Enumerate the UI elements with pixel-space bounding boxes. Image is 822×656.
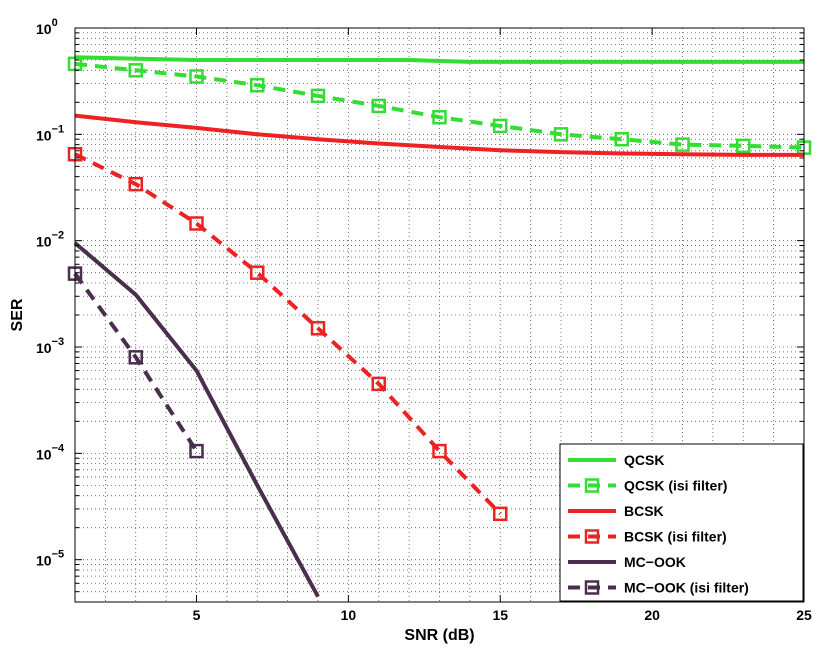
series-marker [250,265,265,280]
series-marker [493,118,508,134]
series-marker [675,137,690,152]
series-marker [736,138,751,154]
y-tick-label: 10−5 [36,549,64,569]
legend-swatch-marker [584,580,600,595]
series-marker [614,131,629,147]
series-marker [432,109,447,125]
series-marker [310,321,326,336]
y-tick-label: 100 [36,17,58,37]
series-marker [432,443,447,459]
legend: QCSK QCSK (isi filter) BCSK BCSK (isi filte… [559,443,804,602]
series-marker [310,88,326,104]
series-line [74,113,804,157]
series-marker [553,127,569,142]
x-tick-label: 25 [796,607,812,623]
legend-box [559,443,804,602]
series-line [74,55,804,64]
legend-label: MC−OOK [624,554,686,570]
series-marker [189,443,204,459]
series-marker [128,63,143,78]
x-axis-label: SNR (dB) [404,627,474,644]
legend-label: QCSK [624,452,664,468]
y-tick-labels: 10−5 10−4 10−3 10−2 10−1 100 [36,17,65,569]
y-tick-label: 10−3 [36,336,64,356]
series-line [73,241,320,598]
series-marker [493,506,508,522]
x-tick-label: 20 [644,607,660,623]
legend-label: BCSK [624,503,664,519]
legend-swatch-marker [584,478,600,493]
series-marker [189,216,204,231]
series-marker [371,98,386,114]
legend-label: MC−OOK (isi filter) [624,580,749,596]
legend-swatch-marker [584,529,600,544]
legend-label: BCSK (isi filter) [624,529,727,545]
x-tick-label: 10 [341,607,357,623]
series-marker [128,176,143,192]
x-tick-labels: 5 10 15 20 25 [193,607,812,623]
legend-label: QCSK (isi filter) [624,478,727,494]
series-line [73,272,199,453]
series-line [74,61,805,150]
x-tick-label: 5 [193,607,201,623]
y-tick-label: 10−4 [36,442,65,462]
y-axis-label: SER [9,298,26,331]
x-tick-label: 15 [492,607,508,623]
series-marker [189,69,204,84]
series-marker [250,77,265,93]
series-marker [128,350,143,365]
series-marker [371,376,386,392]
y-tick-label: 10−1 [36,123,64,143]
y-tick-label: 10−2 [36,230,64,250]
